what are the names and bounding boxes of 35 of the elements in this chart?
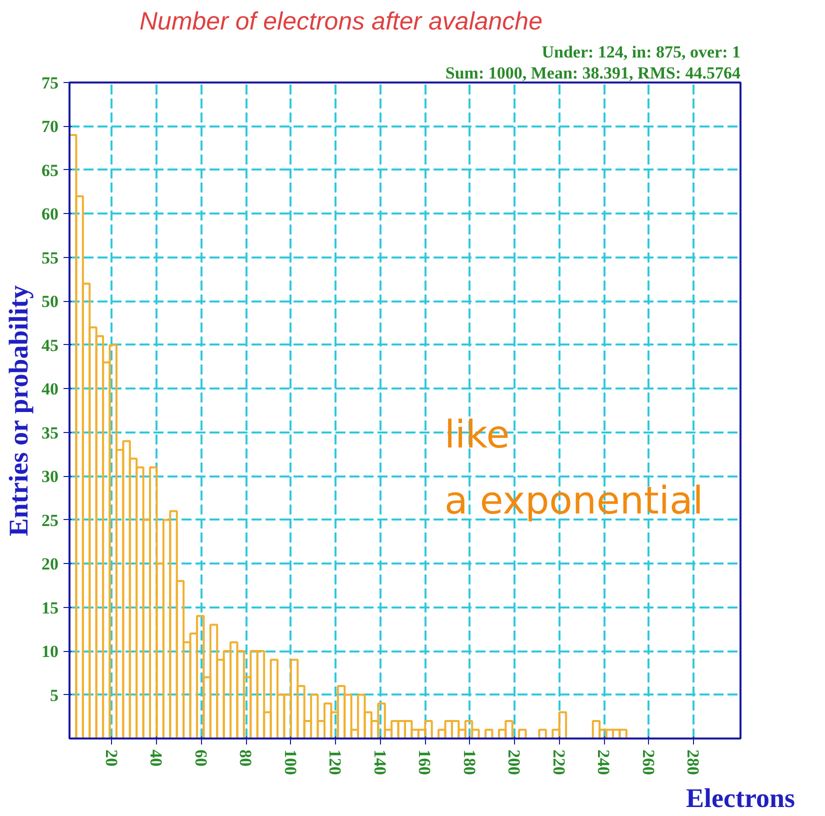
x-tick-label: 220 [549, 750, 568, 775]
y-tick-label: 75 [42, 74, 58, 92]
y-tick-label: 60 [42, 204, 58, 224]
annotation: a exponential [444, 478, 704, 522]
chart-title: Number of electrons after avalanche [140, 8, 542, 36]
x-tick-label: 260 [638, 750, 658, 775]
annotation: Sum: 1000, Mean: 38.391, RMS: 44.5764 [445, 64, 741, 82]
x-tick-label: 80 [236, 750, 256, 766]
y-tick-label: 5 [50, 686, 58, 705]
text: Under: 124, in: 875, over: 1 [542, 42, 740, 62]
x-tick-label: 20 [102, 750, 121, 766]
y-tick-label: 70 [42, 117, 58, 136]
x-tick-label: 160 [415, 750, 434, 775]
y-tick-label: 20 [42, 554, 58, 574]
x-tick-label: 120 [326, 750, 345, 775]
x-tick-label: 280 [684, 750, 703, 775]
x-tick-label: 240 [594, 750, 614, 775]
x-tick-label: 100 [280, 750, 300, 775]
y-tick-label: 35 [42, 423, 58, 442]
y-axis-title: Entries or probability [4, 284, 34, 536]
y-tick-label: 50 [42, 292, 58, 312]
y-tick-label: 40 [42, 380, 58, 399]
y-tick-label: 25 [42, 510, 58, 530]
y-tick-label: 45 [42, 336, 58, 355]
x-tick-label: 140 [370, 750, 390, 775]
y-tick-label: 10 [42, 642, 58, 662]
x-tick-label: 40 [146, 750, 166, 766]
x-tick-label: 200 [504, 750, 524, 775]
y-tick-label: 30 [42, 467, 58, 486]
x-tick-label: 180 [460, 750, 479, 775]
y-tick-label: 15 [42, 598, 58, 618]
y-tick-label: 65 [42, 160, 58, 180]
x-tick-label: 60 [191, 750, 210, 766]
x-axis-title: Electrons [686, 783, 796, 813]
y-tick-label: 55 [42, 248, 58, 268]
